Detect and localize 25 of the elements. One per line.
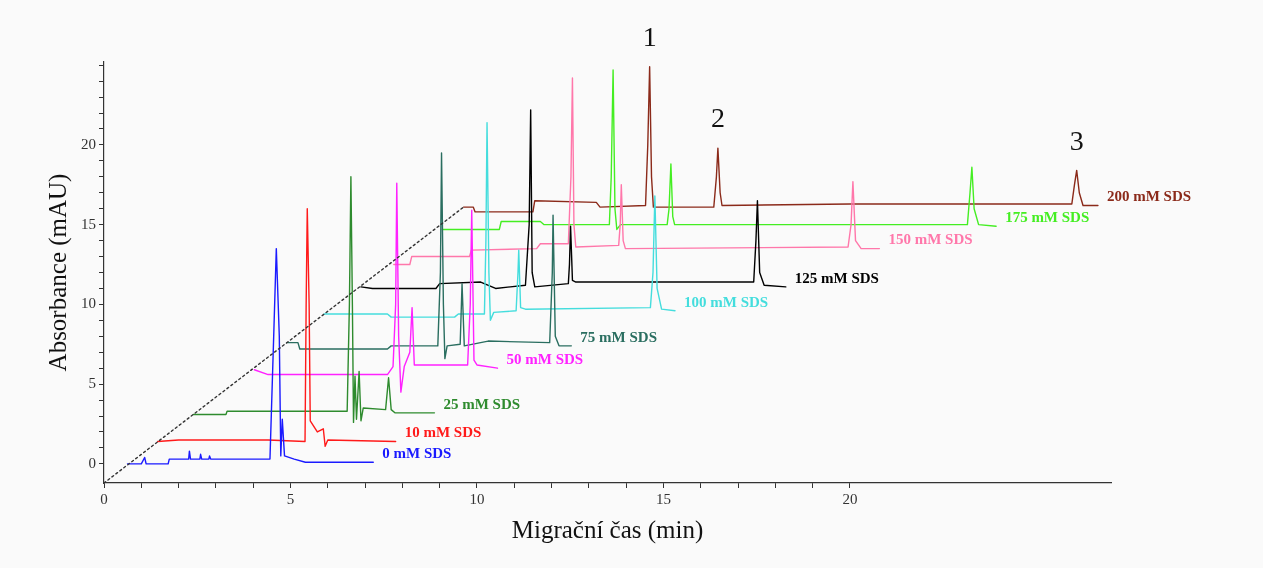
y-tick-label: 20 bbox=[81, 135, 96, 152]
y-axis-title: Absorbance (mAU) bbox=[43, 173, 72, 372]
x-tick-label: 10 bbox=[469, 490, 485, 507]
series-label: 0 mM SDS bbox=[382, 445, 452, 462]
x-tick-label: 0 bbox=[100, 490, 108, 507]
series-label: 200 mM SDS bbox=[1106, 188, 1192, 205]
series-label: 125 mM SDS bbox=[794, 269, 879, 286]
annotation: 3 bbox=[1069, 124, 1084, 156]
y-tick-label: 5 bbox=[88, 375, 96, 392]
annotation: 2 bbox=[710, 102, 725, 134]
x-tick-label: 20 bbox=[842, 490, 858, 507]
series-label: 10 mM SDS bbox=[404, 424, 482, 441]
annotation: 1 bbox=[642, 21, 657, 53]
series-label: 50 mM SDS bbox=[506, 351, 584, 368]
x-tick-label: 15 bbox=[655, 490, 671, 507]
series-label: 175 mM SDS bbox=[1005, 209, 1090, 226]
y-tick-label: 15 bbox=[81, 215, 96, 232]
series-label: 150 mM SDS bbox=[888, 231, 973, 248]
y-tick-label: 0 bbox=[88, 454, 96, 471]
x-tick-label: 5 bbox=[286, 490, 295, 507]
series-label: 75 mM SDS bbox=[580, 328, 657, 345]
x-axis-title: Migrační čas (min) bbox=[511, 515, 704, 544]
y-tick-label: 10 bbox=[81, 295, 96, 312]
series-label: 25 mM SDS bbox=[443, 395, 521, 412]
series-label: 100 mM SDS bbox=[684, 293, 769, 310]
